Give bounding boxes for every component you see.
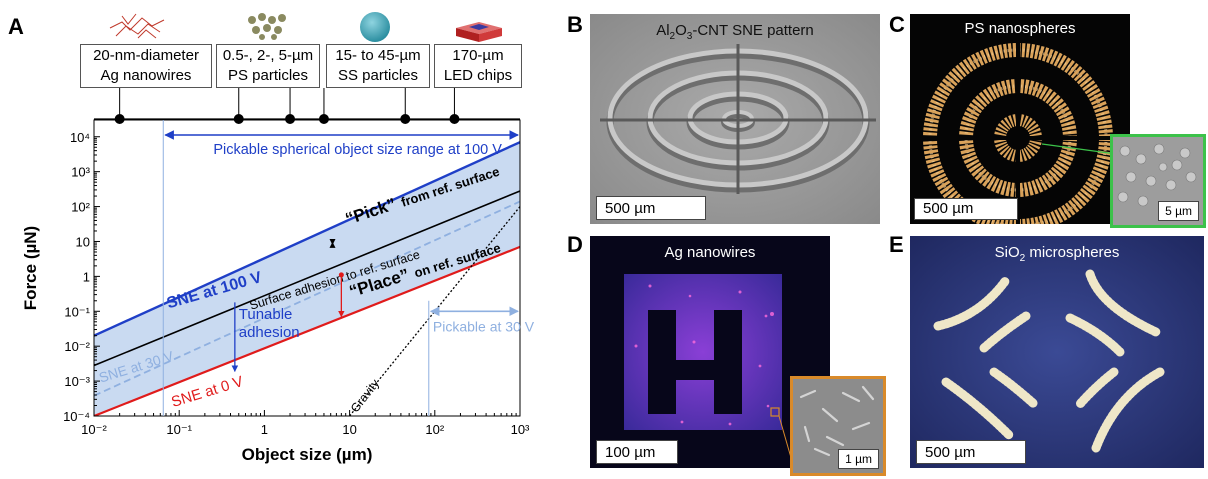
led-chip-icon [456,22,502,42]
y-tick-label: 10⁻² [64,339,90,354]
panel-label-d: D [567,232,583,257]
y-tick-label: 10⁻³ [64,374,90,389]
image-title-c: PS nanospheres [964,20,1076,37]
ss-particle-icon [360,12,390,42]
sio2-pattern [910,236,1204,468]
ps-particles-icon [248,13,286,40]
inset-scale-d: 1 µm [838,449,879,469]
object-line: 20-nm-diameter [93,47,199,64]
image-title-b: Al2O3-CNT SNE pattern [590,22,880,42]
title-part: Al [656,22,670,39]
tunable-label-line2: adhesion [239,324,300,341]
object-box-led: 170-µm LED chips [434,44,522,88]
sne-0v-line [94,245,520,416]
ps-nanospheres-image: PS nanospheres 500 µm [910,14,1130,224]
gravity-line [349,206,520,416]
object-line: 15- to 45-µm [335,47,421,64]
object-size-dot [233,114,244,124]
sne-pattern-rings [590,14,880,224]
ag-inset-image: 1 µm [790,376,886,476]
x-tick-label: 10³ [511,422,530,437]
x-axis-label: Object size (µm) [242,445,373,464]
object-size-dot [449,114,460,124]
y-tick-label: 1 [83,269,90,284]
chart-axes: 10⁻² 10⁻¹ 1 10 10² 10³ 10⁻⁴ 10⁻³ 10⁻² 10⁻¹ 1 10 10² 1… [21,119,530,464]
x-tick-label: 10 [342,422,356,437]
sne-100v-line [94,141,520,337]
object-size-dot [318,114,329,124]
object-line: 170-µm [452,47,504,64]
scale-bar-d: 100 µm [596,440,678,464]
object-size-dot [285,114,296,124]
nanowire-icon [109,13,165,39]
title-part: SiO [994,244,1020,261]
panel-label-e: E [889,232,904,257]
range-30v-label: Pickable at 30 V [433,318,535,334]
object-box-nanowires: 20-nm-diameter Ag nanowires [80,44,212,88]
title-sub: 3 [686,31,693,42]
x-tick-label: 10⁻¹ [166,422,192,437]
ag-h-pattern [624,274,795,468]
series-lines [94,141,520,416]
object-line: PS particles [227,67,309,84]
y-axis-label: Force (µN) [21,226,40,310]
title-part: -CNT SNE pattern [692,22,814,39]
scale-bar-c: 500 µm [914,198,1018,220]
title-sub: 2 [669,31,676,42]
object-box-ss: 15- to 45-µm SS particles [326,44,430,88]
ps-inset-image: 5 µm [1110,134,1206,228]
y-tick-label: 10 [76,234,90,249]
plot-frame [93,119,521,417]
ps-inset-spheres [1117,143,1197,207]
x-tick-label: 10² [425,422,444,437]
panel-label-c: C [889,12,905,37]
y-tick-label: 10³ [71,165,90,180]
panel-label-b: B [567,12,583,37]
ag-inset-wires [799,385,875,457]
object-size-dot [400,114,411,124]
x-tick-label: 10⁻² [81,422,107,437]
x-tick-label: 1 [261,422,268,437]
image-title-e: SiO2 microspheres [910,244,1204,264]
y-tick-label: 10⁻¹ [64,304,90,319]
y-tick-label: 10⁴ [70,130,90,145]
title-part: microspheres [1025,244,1120,261]
force-size-chart: 10⁻² 10⁻¹ 1 10 10² 10³ 10⁻⁴ 10⁻³ 10⁻² 10⁻¹ 1 10 10² 1… [21,88,535,464]
object-line: LED chips [443,67,513,84]
gravity-label: Gravity [348,377,382,416]
surface-adhesion-line [94,190,520,367]
tunable-label-line1: Tunable [239,306,293,323]
sne-30v-line [94,200,520,397]
object-size-axis [94,88,520,124]
object-box-ps: 0.5-, 2-, 5-µm PS particles [216,44,320,88]
y-tick-label: 10⁻⁴ [63,409,90,424]
object-line: Ag nanowires [100,67,192,84]
range-100v-label: Pickable spherical object size range at … [213,142,502,158]
sio2-microspheres-image: SiO2 microspheres 500 µm [910,236,1204,468]
scale-bar-e: 500 µm [916,440,1026,464]
inset-scale-c: 5 µm [1158,201,1199,221]
panel-label-a: A [8,14,24,39]
title-part: O [675,22,687,39]
object-line: SS particles [337,67,419,84]
ps-target-rings [920,38,1120,224]
sne-pattern-image: Al2O3-CNT SNE pattern 500 µm [590,14,880,224]
scale-bar-b: 500 µm [596,196,706,220]
image-title-d: Ag nanowires [664,244,756,261]
title-sub: 2 [1019,253,1026,264]
y-tick-label: 10² [71,200,90,215]
object-line: 0.5-, 2-, 5-µm [222,47,314,64]
object-size-dot [114,114,125,124]
